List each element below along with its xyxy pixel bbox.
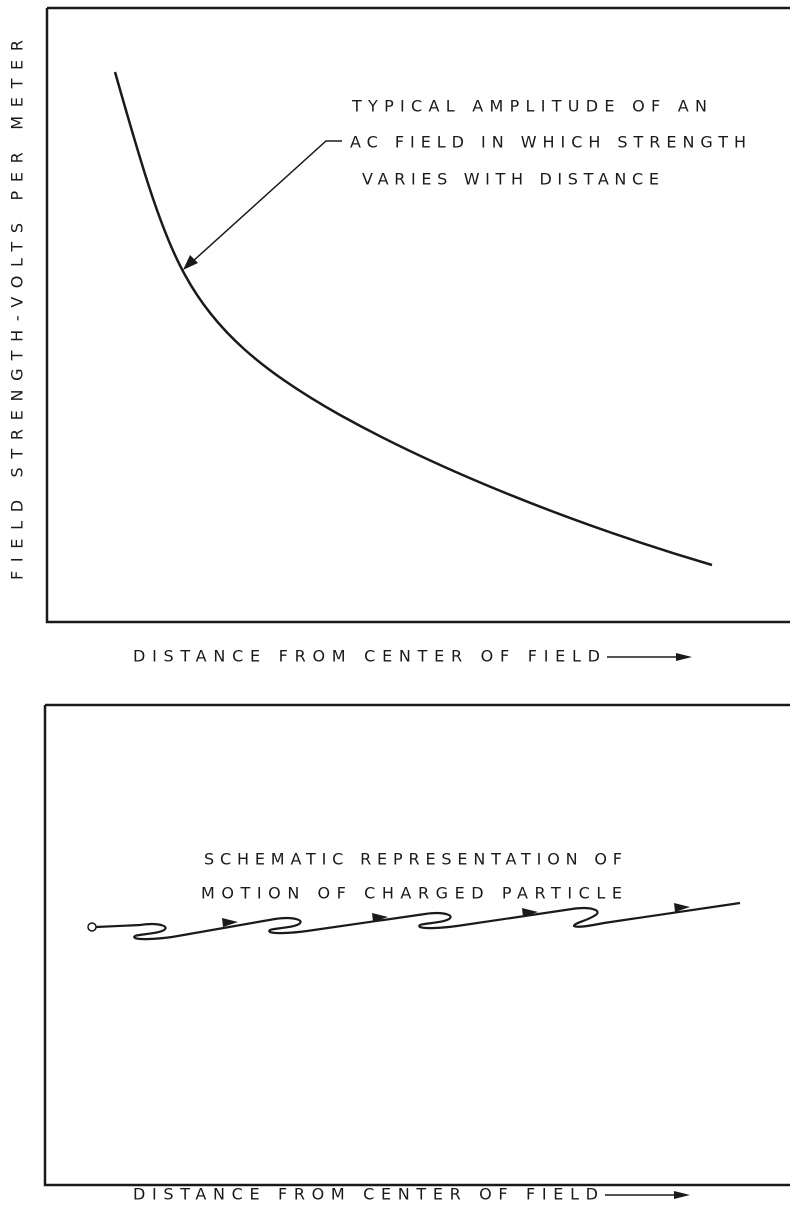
x-axis-label: DISTANCE FROM CENTER OF FIELD (133, 1185, 598, 1204)
path-arrowhead (522, 908, 538, 917)
path-arrowhead (674, 903, 690, 912)
caption-line: SCHEMATIC REPRESENTATION OF (204, 850, 622, 869)
field-curve (113, 71, 713, 567)
x-axis-arrowhead (676, 653, 692, 661)
annotation-line: AC FIELD IN WHICH STRENGTH (350, 133, 746, 152)
path-arrowhead (222, 918, 238, 927)
annotation-line: VARIES WITH DISTANCE (362, 170, 659, 189)
bottom-frame (43, 703, 790, 1187)
y-axis-label: FIELD STRENGTH-VOLTS PER METER (8, 40, 27, 580)
caption-line: MOTION OF CHARGED PARTICLE (201, 884, 622, 903)
annotation-line: TYPICAL AMPLITUDE OF AN (351, 97, 707, 116)
particle-path (95, 901, 741, 941)
path-arrowhead (372, 913, 388, 922)
leader-arrowhead (183, 255, 198, 270)
top-frame (45, 6, 790, 624)
leader-line (191, 140, 342, 263)
x-axis-label: DISTANCE FROM CENTER OF FIELD (133, 647, 600, 666)
x-axis-arrowhead (674, 1191, 690, 1199)
particle-start (87, 922, 97, 932)
